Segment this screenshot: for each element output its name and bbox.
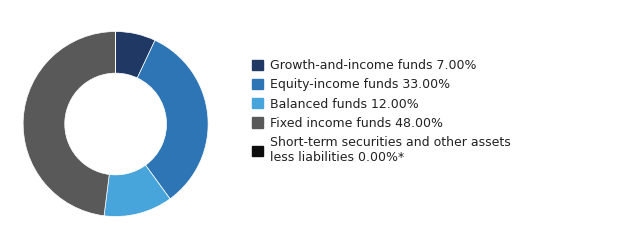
Legend: Growth-and-income funds 7.00%, Equity-income funds 33.00%, Balanced funds 12.00%: Growth-and-income funds 7.00%, Equity-in… xyxy=(251,59,511,164)
Wedge shape xyxy=(23,31,116,216)
Wedge shape xyxy=(104,165,170,217)
Wedge shape xyxy=(116,31,155,78)
Wedge shape xyxy=(138,40,208,199)
